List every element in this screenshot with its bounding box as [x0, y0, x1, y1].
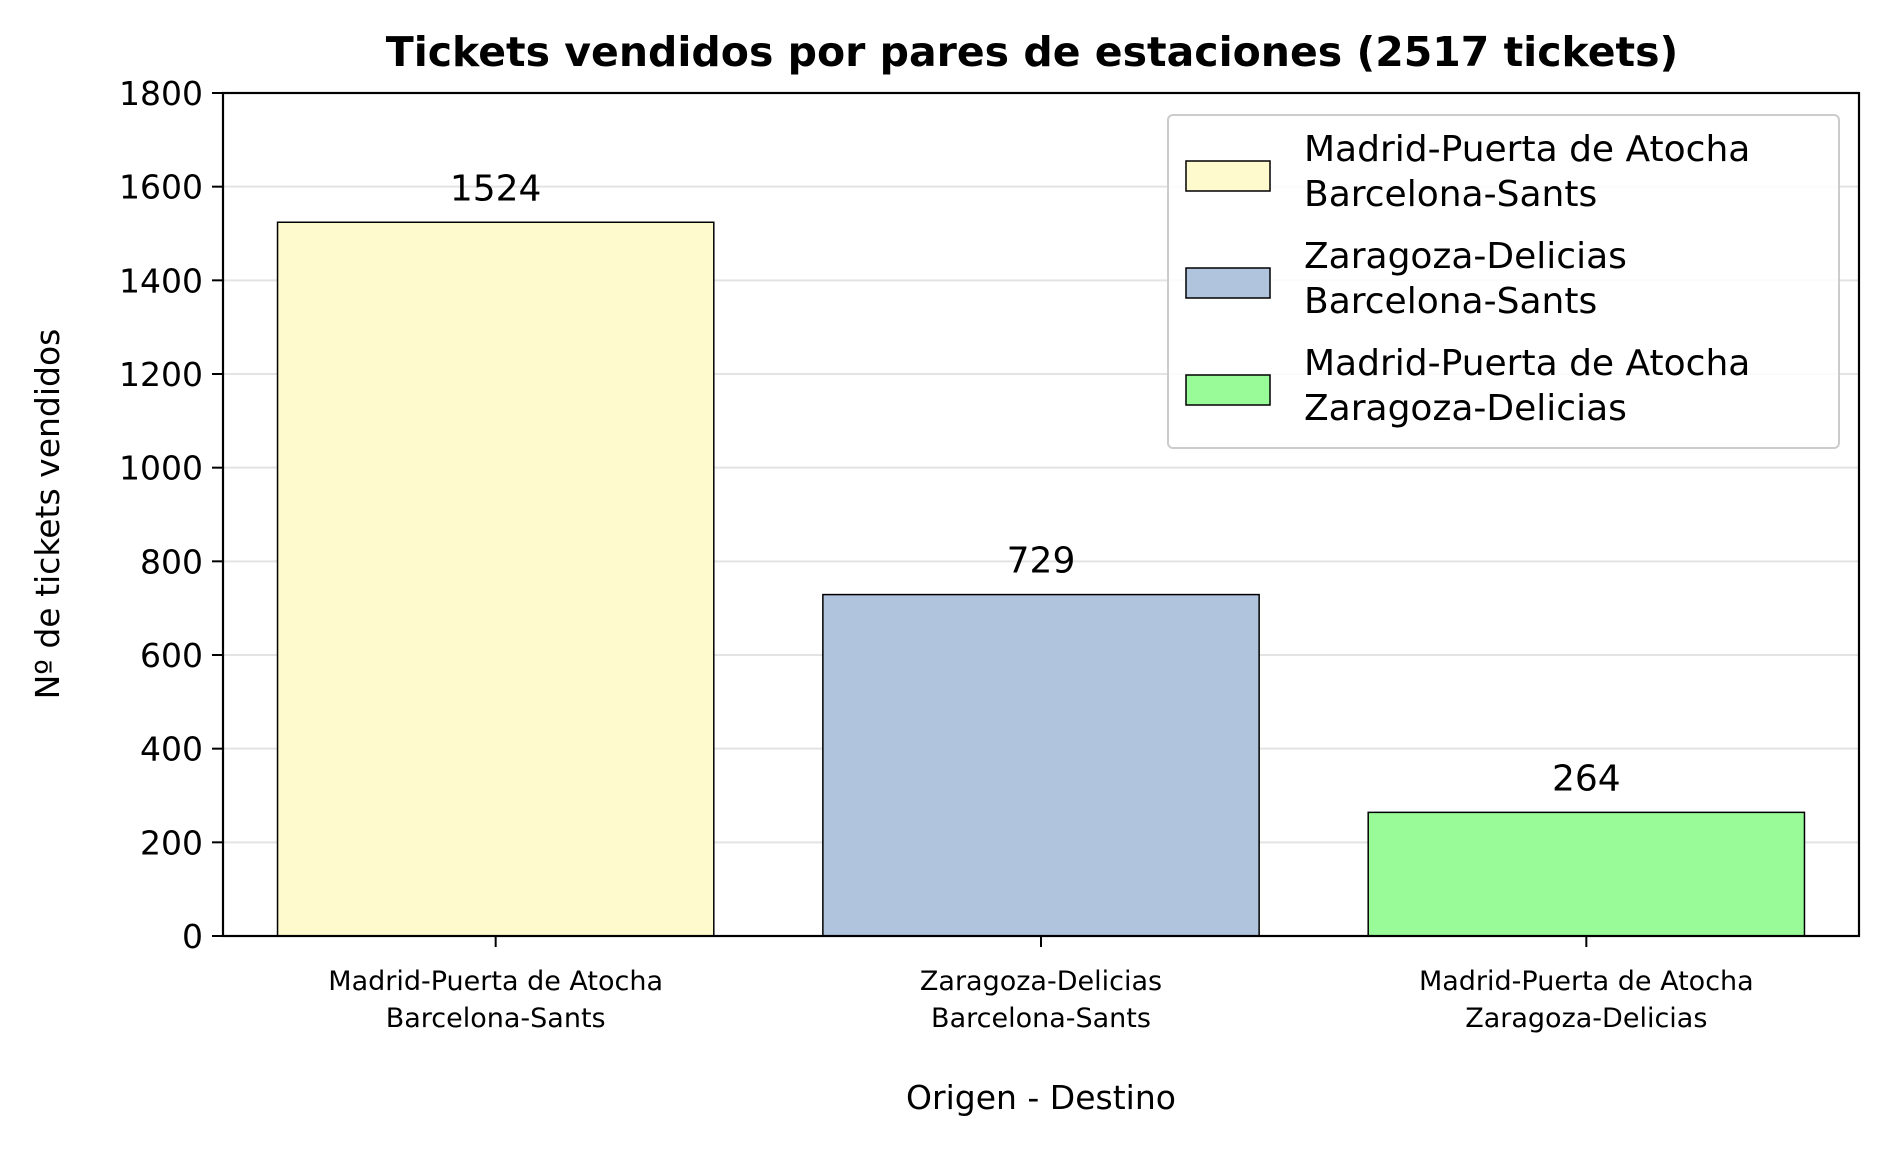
y-tick-label: 0: [182, 917, 203, 956]
y-axis: 0 200 400 600 800 1000 1200 1400 1600 1800: [119, 74, 223, 956]
legend-swatch: [1185, 160, 1271, 192]
y-tick-label: 1200: [119, 355, 203, 394]
bar: [822, 593, 1260, 937]
y-tick-label: 600: [140, 636, 203, 675]
x-tick-label: Zaragoza-Delicias: [1465, 1003, 1707, 1034]
legend: Madrid-Puerta de AtochaBarcelona-SantsZa…: [1167, 114, 1840, 449]
legend-entry-label: Barcelona-Sants: [1304, 281, 1597, 322]
bar-value-label: 264: [1552, 758, 1621, 799]
legend-frame: [1167, 114, 1840, 449]
x-axis: Madrid-Puerta de Atocha Barcelona-Sants Za…: [328, 936, 1754, 1034]
x-tick-label: Barcelona-Sants: [931, 1003, 1151, 1034]
bar: [1367, 811, 1806, 937]
y-tick-label: 800: [140, 542, 203, 581]
y-tick-label: 400: [140, 730, 203, 769]
x-tick-label: Madrid-Puerta de Atocha: [1419, 966, 1754, 997]
y-axis-label: Nº de tickets vendidos: [28, 329, 67, 700]
bar-value-label: 1524: [450, 168, 542, 209]
y-tick-label: 200: [140, 823, 203, 862]
legend-entry-label: Madrid-Puerta de Atocha: [1304, 343, 1750, 384]
x-axis-label: Origen - Destino: [906, 1078, 1176, 1117]
chart-title: Tickets vendidos por pares de estaciones…: [386, 28, 1679, 76]
y-tick-label: 1000: [119, 449, 203, 488]
legend-entry-label: Zaragoza-Delicias: [1304, 388, 1627, 429]
bar-value-label: 729: [1007, 541, 1076, 582]
y-tick-label: 1600: [119, 168, 203, 207]
x-tick-label: Zaragoza-Delicias: [920, 966, 1162, 997]
y-tick-label: 1400: [119, 261, 203, 300]
legend-swatch: [1185, 267, 1271, 299]
x-tick-label: Barcelona-Sants: [386, 1003, 606, 1034]
y-tick-label: 1800: [119, 74, 203, 113]
legend-entry-label: Barcelona-Sants: [1304, 174, 1597, 215]
bar: [276, 221, 715, 937]
legend-entry-label: Madrid-Puerta de Atocha: [1304, 129, 1750, 170]
legend-entry-label: Zaragoza-Delicias: [1304, 236, 1627, 277]
bars: 1524 729 264: [276, 168, 1806, 937]
x-tick-label: Madrid-Puerta de Atocha: [328, 966, 663, 997]
legend-swatch: [1185, 374, 1271, 406]
